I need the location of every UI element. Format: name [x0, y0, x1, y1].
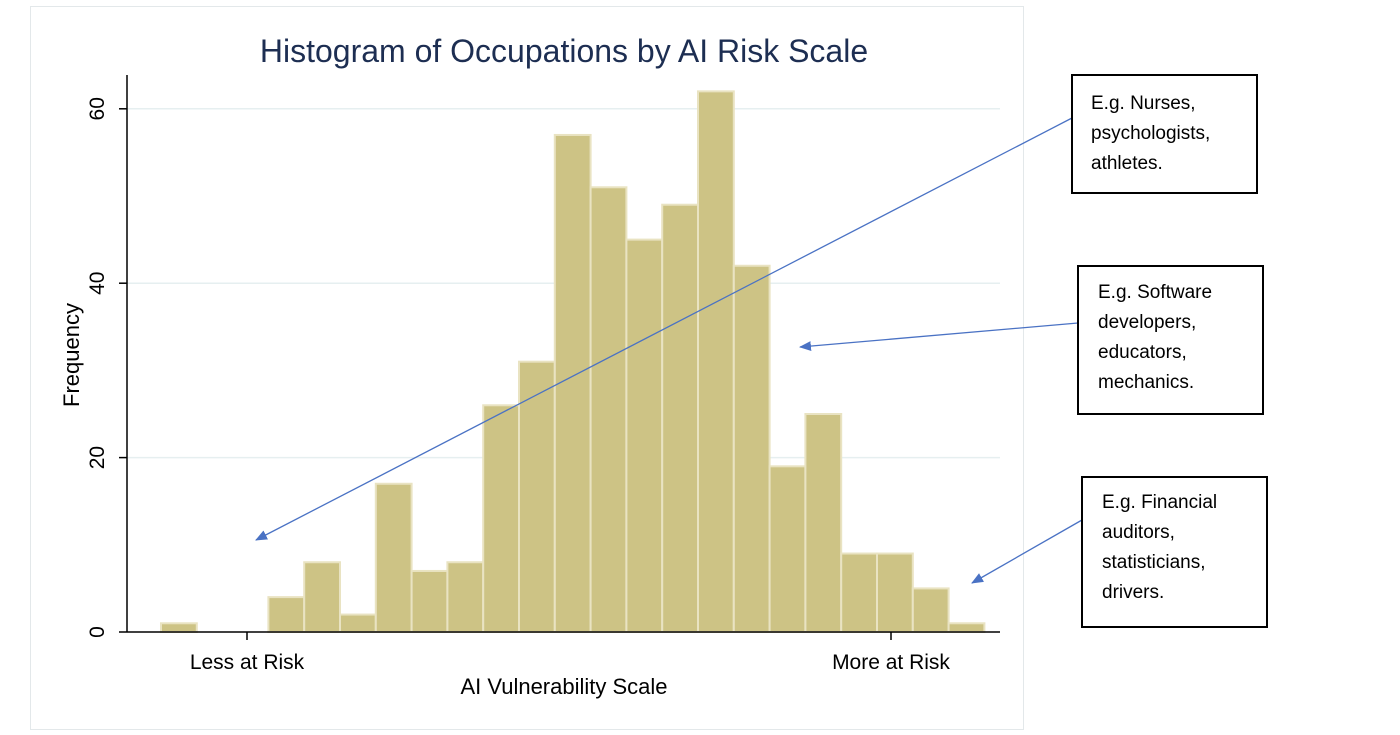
histogram-bar-8 [446, 561, 485, 633]
annotation-line: educators, [1098, 342, 1187, 363]
x-axis-label: AI Vulnerability Scale [460, 674, 667, 699]
y-tick-label: 60 [86, 97, 109, 120]
histogram-bar-20 [876, 552, 914, 634]
annotation-line: mechanics. [1098, 372, 1195, 393]
annotation-line: developers, [1098, 312, 1197, 333]
annotation-line: statisticians, [1102, 552, 1206, 573]
x-tick-label: More at Risk [832, 651, 950, 674]
annotation-box-mid-risk: E.g. Software developers, educators, mec… [1077, 265, 1264, 415]
histogram-bar-5 [339, 613, 377, 633]
annotation-line: auditors, [1102, 522, 1175, 543]
histogram-bar-12 [589, 186, 628, 633]
y-tick-label: 0 [86, 626, 109, 638]
histogram-bar-7 [410, 569, 449, 634]
annotation-line: E.g. Software [1098, 282, 1213, 303]
annotation-line: E.g. Financial [1102, 492, 1218, 513]
histogram-bar-9 [482, 404, 521, 633]
histogram-bar-17 [768, 465, 807, 633]
histogram-bar-22 [947, 622, 986, 634]
annotation-box-low-risk: E.g. Nurses, psychologists, athletes. [1071, 74, 1258, 194]
histogram-bar-16 [732, 264, 771, 633]
histogram-bar-19 [840, 552, 879, 634]
histogram-bar-14 [661, 203, 700, 633]
annotation-arrow-low-risk [255, 117, 1073, 541]
annotation-line: athletes. [1091, 153, 1163, 174]
annotation-arrow-mid-risk [799, 322, 1079, 352]
annotation-line: psychologists, [1091, 123, 1211, 144]
histogram-bar-18 [804, 413, 843, 633]
y-axis-label: Frequency [59, 303, 84, 407]
histogram-bar-3 [267, 596, 306, 633]
annotation-arrow-high-risk [971, 519, 1083, 584]
annotation-line: drivers. [1102, 582, 1165, 603]
chart-title: Histogram of Occupations by AI Risk Scal… [260, 33, 868, 69]
histogram-bar-15 [697, 90, 735, 634]
histogram-bar-6 [374, 482, 413, 634]
histogram-bar-13 [625, 238, 664, 633]
annotation-line: E.g. Nurses, [1091, 93, 1196, 114]
x-tick-label: Less at Risk [190, 651, 305, 674]
annotation-box-high-risk: E.g. Financial auditors, statisticians, … [1081, 476, 1268, 628]
y-tick-label: 40 [86, 272, 109, 295]
histogram-bar-11 [553, 133, 592, 634]
histogram-bar-21 [911, 587, 950, 634]
histogram-bar-10 [518, 360, 556, 633]
y-tick-label: 20 [86, 446, 109, 469]
histogram-bar-0 [160, 622, 198, 634]
histogram-bar-4 [303, 561, 342, 633]
